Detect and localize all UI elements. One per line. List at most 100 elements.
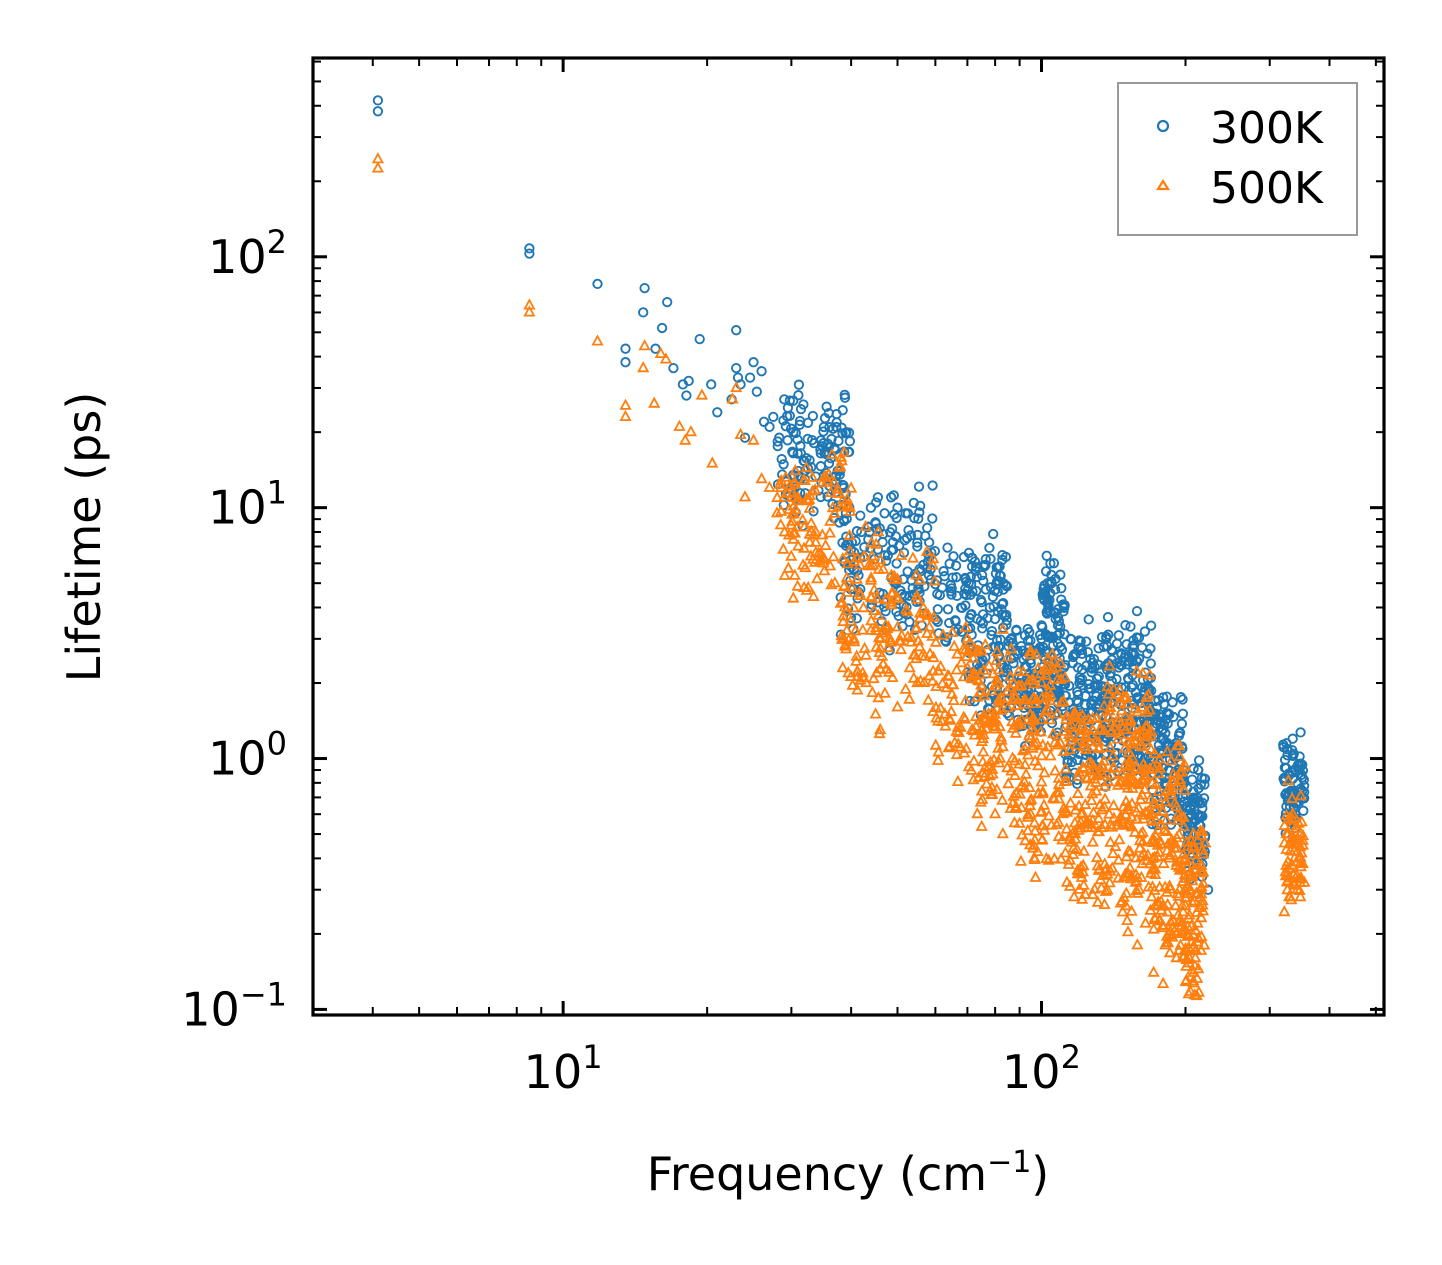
data-point bbox=[1124, 845, 1137, 857]
data-point bbox=[1119, 757, 1132, 769]
data-point bbox=[1060, 774, 1074, 786]
data-point bbox=[1103, 659, 1116, 671]
data-point bbox=[841, 426, 852, 438]
data-point bbox=[1072, 765, 1086, 777]
data-point bbox=[1194, 824, 1207, 836]
data-point bbox=[1120, 620, 1131, 631]
data-point bbox=[879, 508, 890, 519]
data-point bbox=[837, 405, 848, 416]
data-point bbox=[1134, 738, 1147, 751]
data-point bbox=[844, 436, 856, 447]
data-point bbox=[1161, 744, 1174, 757]
y-tick-label: 102 bbox=[208, 223, 287, 284]
data-point bbox=[1121, 870, 1134, 882]
data-point bbox=[1175, 925, 1189, 937]
data-point bbox=[843, 500, 856, 512]
data-point bbox=[831, 421, 842, 433]
x-tick-label: 101 bbox=[524, 1038, 603, 1099]
data-point bbox=[1175, 765, 1189, 777]
data-point bbox=[793, 390, 804, 401]
data-point bbox=[1024, 731, 1037, 743]
data-point bbox=[1295, 846, 1308, 858]
series-layer bbox=[371, 95, 1311, 1001]
data-point bbox=[1028, 852, 1041, 864]
data-point bbox=[1092, 735, 1105, 747]
data-point bbox=[1104, 700, 1117, 712]
data-point bbox=[1016, 744, 1030, 756]
data-point bbox=[1035, 713, 1048, 725]
data-point bbox=[794, 419, 805, 430]
data-point bbox=[875, 649, 889, 661]
data-point bbox=[1087, 806, 1100, 818]
data-point bbox=[787, 507, 800, 519]
data-point bbox=[619, 398, 632, 410]
data-point bbox=[827, 498, 838, 510]
data-point bbox=[992, 694, 1006, 706]
ticks-layer: 101 102 10−1 100 101 102 bbox=[181, 58, 1384, 1099]
data-point bbox=[1287, 733, 1298, 744]
data-point bbox=[1038, 766, 1051, 778]
data-point bbox=[823, 407, 834, 419]
data-point bbox=[1103, 876, 1116, 888]
data-point bbox=[1076, 644, 1087, 656]
data-point bbox=[986, 625, 998, 637]
data-point bbox=[1196, 904, 1210, 916]
data-point bbox=[1037, 588, 1049, 599]
data-point bbox=[1140, 690, 1153, 702]
data-point bbox=[788, 426, 799, 438]
data-point bbox=[637, 361, 650, 373]
data-point bbox=[1042, 597, 1053, 608]
x-axis-label: Frequency (cm−1) bbox=[647, 1145, 1050, 1201]
data-point bbox=[1073, 710, 1087, 722]
data-point bbox=[1143, 857, 1156, 869]
data-point bbox=[854, 673, 867, 685]
data-point bbox=[795, 403, 807, 415]
data-point bbox=[764, 421, 775, 432]
data-point bbox=[1132, 801, 1145, 813]
data-point bbox=[1180, 973, 1193, 985]
data-point bbox=[900, 508, 911, 519]
data-point bbox=[950, 663, 963, 675]
data-point bbox=[1025, 673, 1038, 685]
data-point bbox=[1069, 803, 1082, 815]
data-point bbox=[1125, 904, 1138, 916]
data-point bbox=[1060, 875, 1074, 887]
data-point bbox=[840, 499, 854, 511]
data-point bbox=[1106, 846, 1120, 858]
data-point bbox=[980, 777, 993, 789]
data-point bbox=[888, 544, 899, 555]
data-point bbox=[1103, 807, 1116, 819]
data-point bbox=[1123, 754, 1136, 766]
data-point bbox=[1148, 911, 1162, 923]
data-point bbox=[1063, 743, 1076, 755]
data-point bbox=[914, 507, 925, 518]
data-point bbox=[815, 461, 826, 472]
data-point bbox=[706, 379, 717, 390]
data-point bbox=[963, 577, 974, 589]
data-point bbox=[948, 639, 961, 651]
data-point bbox=[1011, 699, 1024, 711]
data-point bbox=[1036, 620, 1047, 631]
data-point bbox=[1051, 738, 1064, 750]
data-point bbox=[1055, 695, 1068, 707]
data-point bbox=[372, 106, 384, 117]
data-point bbox=[808, 555, 822, 567]
data-point bbox=[948, 735, 961, 748]
data-point bbox=[770, 506, 784, 518]
data-point bbox=[1018, 781, 1031, 793]
data-point bbox=[1005, 642, 1018, 654]
data-point bbox=[1042, 684, 1055, 696]
data-point bbox=[799, 560, 812, 573]
data-point bbox=[788, 475, 801, 487]
data-point bbox=[1001, 650, 1014, 662]
data-point bbox=[885, 595, 898, 607]
data-point bbox=[960, 649, 973, 661]
data-point bbox=[947, 677, 960, 690]
data-point bbox=[1194, 882, 1208, 894]
data-point bbox=[965, 763, 978, 775]
data-point bbox=[1156, 976, 1170, 988]
data-point bbox=[848, 554, 861, 566]
data-point bbox=[864, 571, 878, 583]
data-point bbox=[867, 671, 880, 684]
data-point bbox=[862, 559, 875, 571]
